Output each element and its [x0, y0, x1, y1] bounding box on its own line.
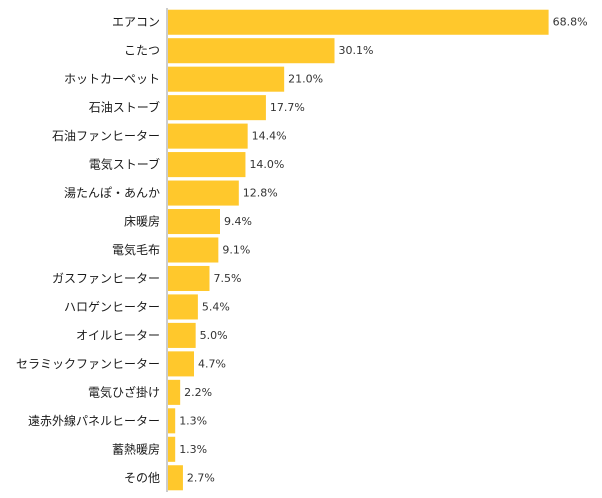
value-label: 30.1%	[339, 44, 374, 57]
category-label: その他	[124, 471, 160, 485]
value-label: 9.1%	[222, 244, 250, 257]
category-label: ホットカーペット	[64, 72, 160, 86]
category-label: 電気ストーブ	[89, 157, 160, 172]
value-label: 12.8%	[243, 187, 278, 200]
value-label: 9.4%	[224, 215, 252, 228]
bar-15	[168, 408, 176, 434]
category-label: 石油ファンヒーター	[52, 129, 160, 143]
category-label: オイルヒーター	[76, 328, 160, 342]
category-label: エアコン	[112, 15, 160, 29]
category-label: 遠赤外線パネルヒーター	[28, 413, 160, 428]
bar-4	[168, 95, 266, 121]
bar-11	[168, 294, 198, 320]
bar-2	[168, 38, 335, 64]
value-label: 14.0%	[249, 158, 284, 171]
category-label: 石油ストーブ	[89, 100, 160, 115]
value-label: 21.0%	[288, 73, 323, 86]
category-label: 蓄熱暖房	[112, 441, 160, 456]
bar-3	[168, 66, 285, 92]
category-label: 床暖房	[124, 214, 160, 229]
value-label: 2.7%	[187, 471, 215, 484]
bars-group	[168, 9, 549, 491]
bar-17	[168, 465, 183, 491]
category-label: 電気毛布	[112, 242, 160, 257]
bar-7	[168, 180, 239, 206]
bar-16	[168, 436, 176, 462]
labels-group: エアコン 68.8% こたつ 30.1% ホットカーペット 21.0% 石油ストーブ 17.7…	[16, 15, 588, 485]
value-label: 17.7%	[270, 101, 305, 114]
value-label: 1.3%	[179, 443, 207, 456]
category-label: セラミックファンヒーター	[16, 357, 160, 371]
category-label: 湯たんぽ・あんか	[64, 186, 160, 200]
bar-12	[168, 322, 196, 348]
bar-14	[168, 379, 181, 405]
bar-10	[168, 265, 210, 291]
value-label: 14.4%	[252, 130, 287, 143]
category-label: こたつ	[124, 44, 160, 58]
category-label: ガスファンヒーター	[52, 271, 160, 285]
bar-13	[168, 351, 194, 377]
bar-6	[168, 152, 246, 178]
category-label: ハロゲンヒーター	[64, 300, 160, 314]
value-label: 5.4%	[202, 300, 230, 313]
value-label: 5.0%	[200, 329, 228, 342]
value-label: 2.2%	[184, 386, 212, 399]
bar-5	[168, 123, 248, 149]
value-label: 1.3%	[179, 414, 207, 427]
value-label: 4.7%	[198, 357, 226, 370]
bar-8	[168, 209, 220, 235]
bar-9	[168, 237, 219, 263]
value-label: 68.8%	[553, 16, 588, 29]
bar-1	[168, 9, 549, 35]
value-label: 7.5%	[213, 272, 241, 285]
category-label: 電気ひざ掛け	[88, 384, 160, 399]
